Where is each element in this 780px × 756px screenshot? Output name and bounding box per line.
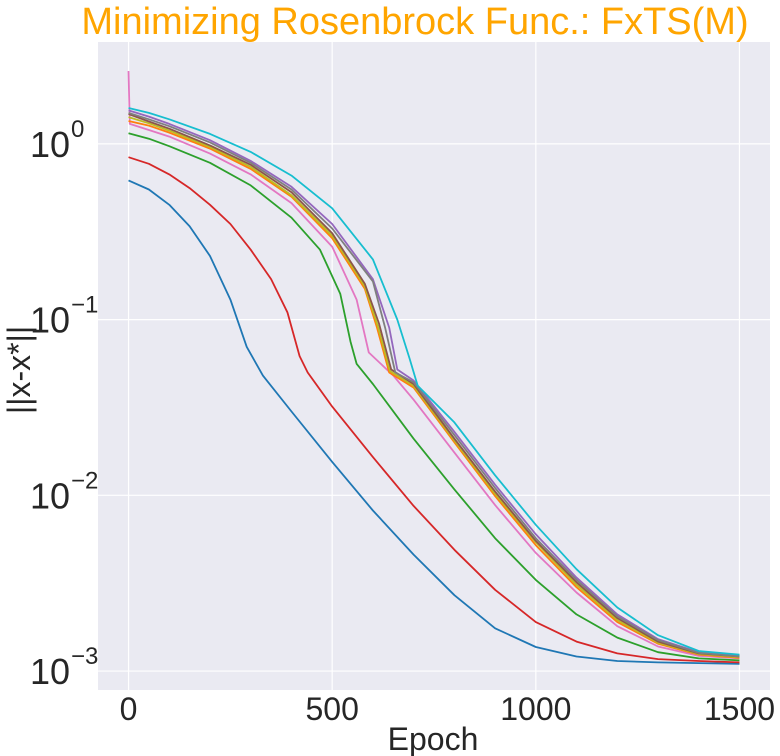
series-line-1 [128, 179, 740, 665]
y-axis-title: ||x-x*|| [1, 326, 37, 414]
series-line-8 [128, 109, 740, 657]
chart-title: Minimizing Rosenbrock Func.: FxTS(M) [81, 1, 748, 43]
y-tick-exponent: −1 [71, 292, 98, 319]
series-line-7 [128, 113, 740, 658]
y-tick-label: 10 0 [30, 116, 84, 165]
x-axis-title: Epoch [388, 721, 479, 756]
x-tick-label: 1500 [704, 691, 775, 727]
plot-area [98, 42, 770, 690]
y-tick-base: 10 [30, 651, 70, 692]
series-line-3 [128, 132, 740, 662]
y-tick-label: 10 −1 [30, 292, 98, 341]
y-tick-base: 10 [30, 475, 70, 516]
x-tick-label: 0 [120, 691, 138, 727]
y-tick-exponent: −3 [71, 643, 98, 670]
y-tick-exponent: −2 [71, 467, 98, 494]
series-line-5 [128, 120, 740, 659]
x-tick-labels: 0 500 1000 1500 [120, 691, 775, 727]
y-tick-label: 10 −2 [30, 467, 98, 516]
y-tick-base: 10 [30, 124, 70, 165]
series-line-2 [128, 156, 740, 664]
y-tick-base: 10 [30, 300, 70, 341]
series-line-4 [127, 70, 740, 660]
y-tick-label: 10 −3 [30, 643, 98, 692]
series-line-10 [128, 107, 740, 656]
grid-lines [98, 42, 770, 690]
series-line-9 [128, 112, 740, 658]
x-tick-label: 1000 [500, 691, 571, 727]
x-tick-label: 500 [305, 691, 358, 727]
series-lines [127, 70, 740, 665]
y-tick-exponent: 0 [71, 116, 84, 143]
series-line-6 [128, 116, 740, 658]
